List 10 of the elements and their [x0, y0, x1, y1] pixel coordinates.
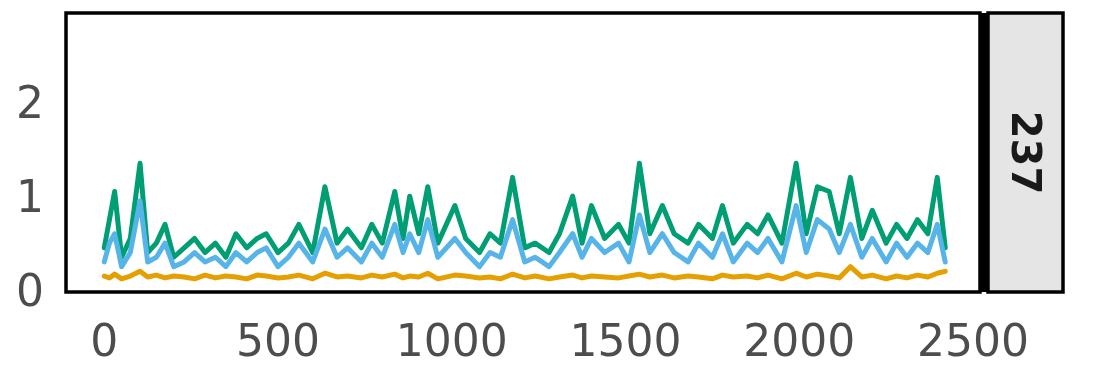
y-tick-label: 0 [16, 264, 44, 316]
x-tick-label: 2000 [743, 315, 856, 366]
text: 237 [1002, 110, 1049, 195]
x-tick-label: 1500 [569, 315, 682, 366]
y-tick-label: 2 [16, 76, 44, 128]
x-tick-label: 0 [90, 315, 119, 366]
x-tick-label: 2500 [917, 315, 1030, 366]
x-tick-label: 1000 [395, 315, 508, 366]
x-tick-label: 500 [236, 315, 320, 366]
y-tick-label: 1 [16, 170, 44, 222]
